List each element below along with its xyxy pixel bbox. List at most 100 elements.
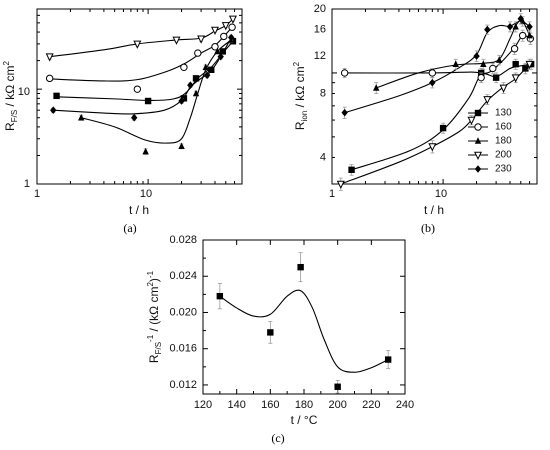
panel-a-point-160	[133, 85, 142, 93]
panel-a-point-200	[210, 26, 219, 35]
panel-b-point-230	[506, 22, 514, 31]
panel-c-y-tick-0.012: 0.012	[169, 379, 197, 391]
panel-c-point-series	[334, 383, 341, 390]
panel-a-point-130	[219, 48, 226, 55]
panel-a-point-200	[45, 53, 54, 62]
panel-b-point-230	[484, 25, 491, 34]
panel-a-point-130	[180, 95, 188, 102]
panel-b-point-180	[526, 31, 533, 39]
panel-a-point-130	[192, 75, 200, 82]
panel-a-point-230	[203, 71, 211, 80]
panel-b-point-230	[526, 22, 533, 31]
panel-a-point-200	[197, 35, 206, 44]
panel-b-fit-curve-180	[376, 19, 531, 89]
panel-b-point-160	[340, 69, 349, 77]
panel-c-point-series	[384, 356, 392, 363]
panel-b-x-tick-10: 10	[435, 188, 447, 200]
panel-a-point-200	[133, 40, 142, 49]
panel-a-point-160	[45, 74, 54, 83]
panel-b-point-130	[492, 74, 500, 81]
panel-c-y-tick-0.024: 0.024	[169, 270, 197, 282]
panel-b-y-ticks: 4 8 12 16 20	[314, 3, 326, 163]
panel-a-point-160	[211, 43, 219, 51]
panel-b-point-230	[429, 78, 436, 87]
panel-a-point-200	[172, 36, 181, 45]
panel-a-y-tick-1: 1	[24, 178, 30, 190]
panel-a-point-230	[178, 97, 185, 105]
panel-c-fit-curve	[219, 289, 389, 373]
panel-b-y-tick-4: 4	[320, 151, 326, 163]
panel-a-point-180	[78, 113, 85, 121]
panel-a-x-tick-1: 1	[34, 188, 40, 200]
panel-b-ticks	[331, 8, 538, 185]
panel-a-point-180	[202, 63, 209, 71]
panel-c-x-tick-240: 240	[396, 399, 414, 411]
panel-b-point-200	[483, 96, 492, 105]
panel-c-point-series	[267, 329, 274, 336]
panel-b-plot-frame	[331, 8, 538, 185]
panel-c-x-ticks: 120 140 160 180 200 220 240	[194, 399, 414, 411]
panel-b-data-points	[336, 13, 535, 191]
panel-c-x-tick-220: 220	[362, 399, 380, 411]
panel-c-x-tick-180: 180	[295, 399, 313, 411]
panel-a-point-130	[208, 66, 215, 73]
legend-label-160: 160	[495, 122, 512, 133]
panel-c-y-axis-label: RF/S-1 / (kΩ cm2)-1	[146, 270, 163, 363]
panel-b-point-160	[489, 64, 497, 73]
panel-b-point-130	[439, 124, 447, 132]
panel-a: 1 10 1 10 t / h RF/S / kΩ cm2 (a)	[2, 8, 243, 235]
panel-b-point-180	[452, 60, 459, 67]
panel-b-point-230	[517, 14, 524, 23]
panel-c-y-ticks: 0.012 0.016 0.020 0.024 0.028	[169, 234, 197, 391]
legend-marker-130	[474, 109, 482, 117]
panel-b-y-tick-16: 16	[314, 23, 326, 35]
panel-c-x-tick-200: 200	[328, 399, 346, 411]
panel-b-point-180	[480, 60, 487, 67]
panel-b-point-160	[510, 45, 519, 53]
panel-a-point-160	[228, 23, 236, 31]
panel-b-point-130	[348, 166, 355, 173]
panel-c-x-tick-140: 140	[227, 399, 245, 411]
panel-a-ticks	[36, 8, 243, 185]
legend-marker-230	[474, 165, 482, 173]
panel-a-point-200	[228, 15, 237, 24]
legend-marker-160	[474, 123, 482, 131]
panel-c-x-tick-160: 160	[261, 399, 279, 411]
panel-b-legend: 130 160 180 200 230	[468, 108, 512, 175]
legend-label-200: 200	[495, 150, 512, 161]
panel-a-point-180	[178, 142, 185, 150]
panel-b-point-160	[477, 73, 485, 82]
panel-c-plot-frame	[202, 239, 406, 395]
panel-a-point-230	[228, 33, 235, 42]
panel-b-point-130	[512, 60, 519, 68]
panel-a-plot-frame	[36, 8, 243, 185]
panel-c-y-tick-0.020: 0.020	[169, 306, 197, 318]
panel-b-point-130	[522, 65, 529, 72]
legend-label-230: 230	[495, 164, 512, 175]
panel-a-point-180	[142, 147, 149, 155]
panel-b-point-200	[467, 116, 476, 126]
panel-c: 120 140 160 180 200 220 240 0.0120.0160.0200.0…	[146, 234, 414, 445]
panel-a-y-axis-label: RF/S / kΩ cm2	[2, 61, 19, 131]
panel-b-y-tick-12: 12	[314, 50, 326, 62]
panel-b-y-tick-20: 20	[314, 3, 326, 15]
panel-a-point-130	[144, 97, 152, 105]
panel-b: 130 160 180 200 230 1 10 4 8 12 16 20 t / h Rion…	[292, 3, 538, 235]
panel-b-point-180	[373, 84, 380, 91]
panel-c-caption: (c)	[271, 431, 284, 445]
panel-a-y-tick-10: 10	[18, 86, 30, 98]
legend-label-130: 130	[495, 108, 512, 119]
panel-a-point-160	[220, 32, 228, 41]
panel-a-point-230	[50, 106, 57, 114]
panel-b-point-200	[499, 84, 508, 93]
panel-a-caption: (a)	[123, 221, 136, 235]
panel-c-x-axis-label: t / °C	[291, 413, 318, 427]
legend-label-180: 180	[495, 136, 512, 147]
panel-b-point-230	[473, 52, 480, 60]
legend-marker-200	[474, 151, 482, 160]
panel-c-y-tick-0.028: 0.028	[169, 234, 197, 246]
panel-b-caption: (b)	[421, 221, 435, 235]
panel-c-point-series	[297, 263, 304, 271]
panel-b-point-200	[525, 60, 534, 70]
panel-b-point-200	[336, 180, 345, 189]
